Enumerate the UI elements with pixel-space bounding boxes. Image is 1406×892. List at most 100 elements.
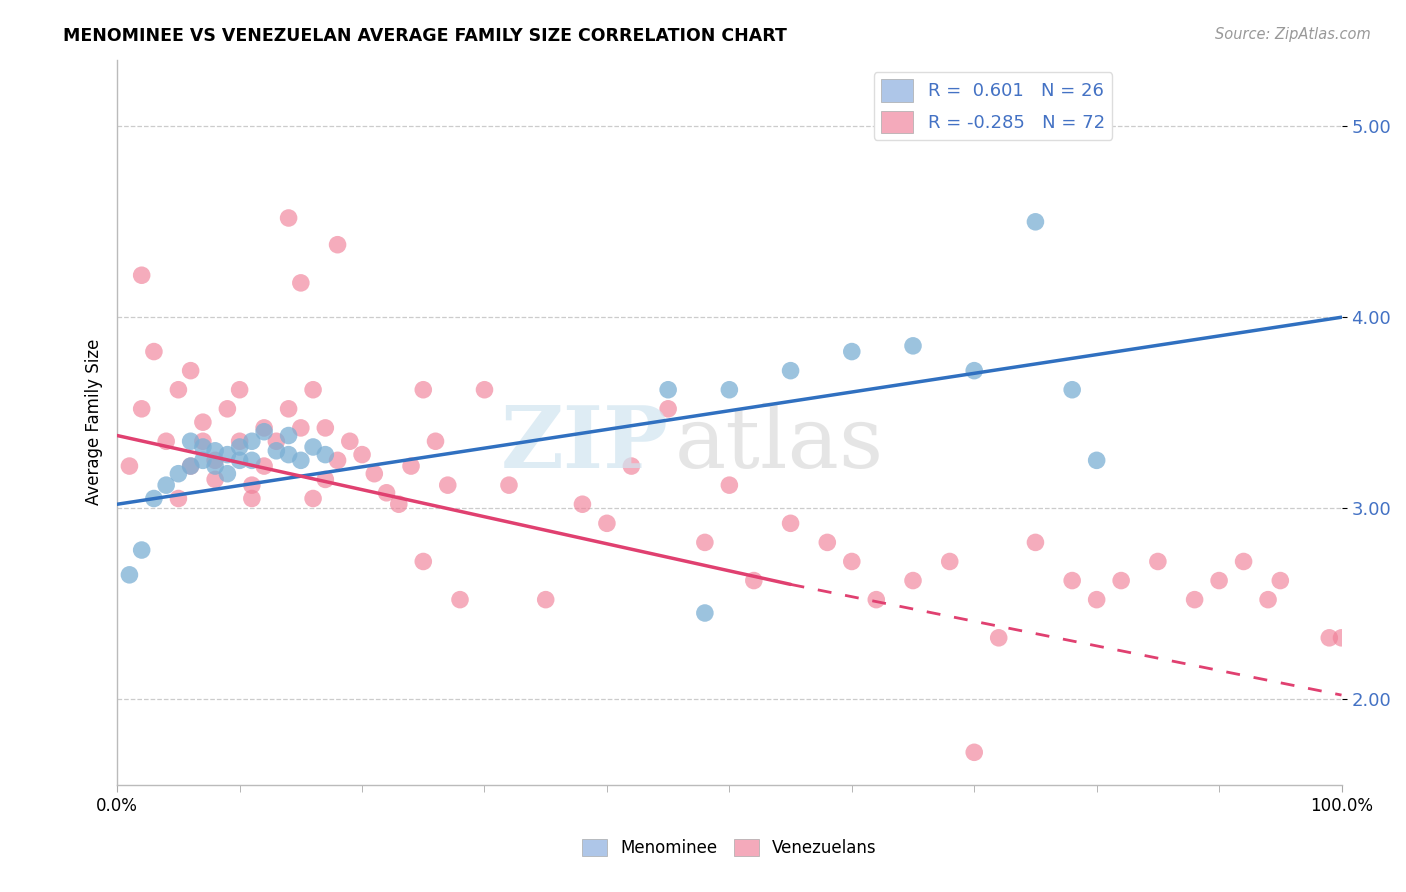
Point [277,211,299,225]
Point [228,440,250,454]
Point [693,535,716,549]
Point [131,401,153,416]
Point [412,383,434,397]
Point [326,237,349,252]
Point [1085,453,1108,467]
Point [1062,574,1084,588]
Legend: R =  0.601   N = 26, R = -0.285   N = 72: R = 0.601 N = 26, R = -0.285 N = 72 [873,72,1112,140]
Point [449,592,471,607]
Point [131,268,153,283]
Point [1330,631,1353,645]
Point [253,425,276,439]
Point [118,567,141,582]
Point [302,491,325,506]
Point [779,516,801,531]
Point [142,344,165,359]
Point [571,497,593,511]
Point [436,478,458,492]
Point [266,443,288,458]
Point [155,434,177,449]
Point [180,364,202,378]
Point [302,440,325,454]
Point [253,458,276,473]
Point [167,491,190,506]
Y-axis label: Average Family Size: Average Family Size [86,339,103,506]
Point [1024,215,1046,229]
Point [841,344,863,359]
Point [240,478,263,492]
Point [474,383,496,397]
Point [228,453,250,467]
Point [718,383,741,397]
Point [253,421,276,435]
Point [240,453,263,467]
Point [412,554,434,568]
Point [657,401,679,416]
Point [534,592,557,607]
Point [1270,574,1292,588]
Text: Source: ZipAtlas.com: Source: ZipAtlas.com [1215,27,1371,42]
Point [779,364,801,378]
Point [204,453,226,467]
Point [155,478,177,492]
Text: ZIP: ZIP [501,402,668,486]
Point [326,453,349,467]
Point [963,364,986,378]
Point [191,434,214,449]
Point [1062,383,1084,397]
Point [290,276,312,290]
Point [228,383,250,397]
Point [620,458,643,473]
Point [657,383,679,397]
Point [901,574,924,588]
Point [1024,535,1046,549]
Point [191,453,214,467]
Point [1208,574,1230,588]
Point [290,453,312,467]
Point [180,434,202,449]
Point [277,448,299,462]
Point [204,443,226,458]
Point [987,631,1010,645]
Point [277,428,299,442]
Point [217,467,239,481]
Point [217,448,239,462]
Point [240,491,263,506]
Point [180,458,202,473]
Point [302,383,325,397]
Point [718,478,741,492]
Point [314,421,336,435]
Point [963,745,986,759]
Point [693,606,716,620]
Point [118,458,141,473]
Point [498,478,520,492]
Point [841,554,863,568]
Point [901,339,924,353]
Point [1232,554,1254,568]
Text: atlas: atlas [675,402,883,485]
Point [191,415,214,429]
Point [204,458,226,473]
Point [142,491,165,506]
Point [425,434,447,449]
Point [399,458,422,473]
Point [742,574,765,588]
Point [217,401,239,416]
Point [180,458,202,473]
Point [167,383,190,397]
Point [266,434,288,449]
Point [363,467,385,481]
Point [314,472,336,486]
Point [204,472,226,486]
Point [277,401,299,416]
Point [815,535,838,549]
Point [938,554,960,568]
Point [290,421,312,435]
Point [865,592,887,607]
Point [314,448,336,462]
Point [596,516,619,531]
Point [1257,592,1279,607]
Point [388,497,411,511]
Point [339,434,361,449]
Point [191,440,214,454]
